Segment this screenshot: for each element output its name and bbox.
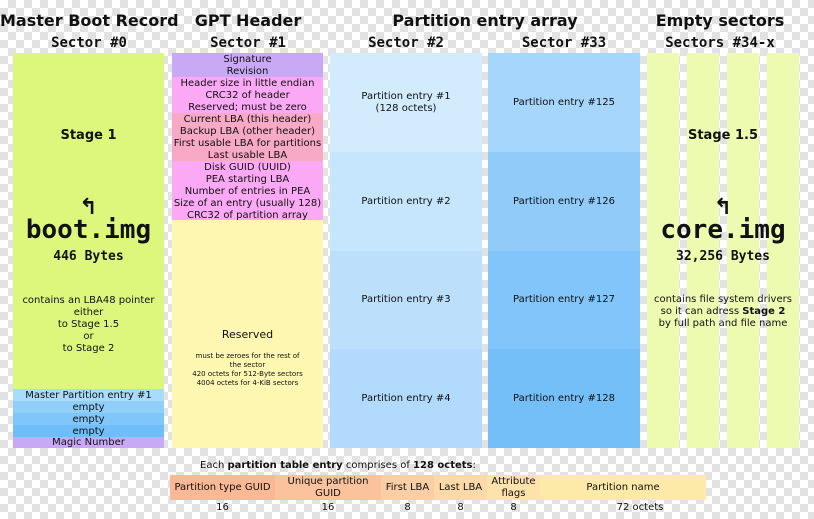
empty-sector-strip bbox=[727, 53, 759, 448]
pea-sector-2: Sector #2 bbox=[368, 35, 444, 51]
field-first-lba: First LBA bbox=[381, 475, 434, 500]
pea-entry-3: Partition entry #3 bbox=[330, 251, 482, 349]
gpt-reserved-note-line: 420 octets for 512-Byte sectors bbox=[192, 370, 303, 378]
field-partition-type-guid: Partition type GUID bbox=[170, 475, 275, 500]
gpt-header-field: Header size in little endian bbox=[172, 77, 323, 89]
gpt-header-field: CRC32 of header bbox=[172, 89, 323, 101]
gpt-header-field: Last usable LBA bbox=[172, 149, 323, 161]
empty-sector-strip bbox=[767, 53, 799, 448]
pea-entry-sub: (128 octets) bbox=[375, 102, 437, 114]
empty-stage-label: Stage 1.5 bbox=[687, 128, 759, 143]
return-arrow-icon: ↰ bbox=[713, 195, 733, 220]
mbr-sector: Sector #0 bbox=[51, 35, 127, 51]
empty-sectors-column: Stage 1.5 ↰ core.img 32,256 Bytes contai… bbox=[647, 53, 799, 448]
gpt-sector: Sector #1 bbox=[210, 35, 286, 51]
empty-sector-strip bbox=[687, 53, 719, 448]
mbr-desc-line: to Stage 1.5 bbox=[57, 319, 120, 330]
mbr-partition-entry-3: empty bbox=[13, 413, 164, 425]
field-unique-partition-guid: Unique partition GUID bbox=[275, 475, 381, 500]
mbr-desc-line: contains an LBA48 pointer bbox=[22, 295, 155, 306]
gpt-header-field: Number of entries in PEA bbox=[172, 185, 323, 197]
empty-desc: contains file system drivers so it can a… bbox=[641, 294, 805, 330]
caption-mid: comprises of bbox=[342, 460, 414, 471]
gpt-reserved-note-line: 4004 octets for 4-KiB sectors bbox=[196, 379, 299, 387]
mbr-partition-entry-4: empty bbox=[13, 425, 164, 437]
caption-bold-1: partition table entry bbox=[227, 460, 343, 471]
pea-entry-125: Partition entry #125 bbox=[488, 53, 640, 152]
gpt-header-field: Backup LBA (other header) bbox=[172, 125, 323, 137]
gpt-column: Signature Revision Header size in little e… bbox=[172, 53, 323, 448]
field-last-lba: Last LBA bbox=[434, 475, 487, 500]
empty-desc-line: by full path and file name bbox=[658, 318, 788, 329]
empty-image-name: core.img bbox=[660, 215, 786, 245]
caption-post: : bbox=[472, 460, 476, 471]
empty-bytes: 32,256 Bytes bbox=[676, 249, 770, 264]
mbr-desc-line: either bbox=[73, 307, 104, 318]
size-first-lba: 8 bbox=[404, 502, 411, 513]
mbr-bootcode-block bbox=[13, 53, 164, 389]
empty-sector-strip bbox=[647, 53, 679, 448]
size-attribute-flags: 8 bbox=[510, 502, 517, 513]
gpt-header-field: Reserved; must be zero bbox=[172, 101, 323, 113]
pea-entry-127: Partition entry #127 bbox=[488, 251, 640, 349]
empty-title: Empty sectors bbox=[655, 11, 785, 30]
gpt-header-field: Signature bbox=[172, 53, 323, 65]
mbr-desc-line: to Stage 2 bbox=[62, 343, 115, 354]
pea-entry-4: Partition entry #4 bbox=[330, 349, 482, 448]
mbr-desc: contains an LBA48 pointer either to Stag… bbox=[13, 295, 164, 355]
mbr-image-name: boot.img bbox=[25, 215, 152, 245]
caption-bold-2: 128 octets bbox=[413, 460, 473, 471]
gpt-header-field: PEA starting LBA bbox=[172, 173, 323, 185]
size-unique-partition-guid: 16 bbox=[321, 502, 335, 513]
pea-entry-1: Partition entry #1 (128 octets) bbox=[330, 53, 482, 152]
gpt-title: GPT Header bbox=[194, 11, 302, 30]
gpt-reserved-block bbox=[172, 220, 323, 448]
gpt-header-field: Disk GUID (UUID) bbox=[172, 161, 323, 173]
field-partition-name: Partition name bbox=[540, 475, 706, 500]
gpt-reserved-note-line: the sector bbox=[229, 361, 266, 369]
size-last-lba: 8 bbox=[457, 502, 464, 513]
mbr-partition-entry-1: Master Partition entry #1 bbox=[13, 389, 164, 401]
gpt-header-field: CRC32 of partition array bbox=[172, 209, 323, 221]
empty-desc-line: so it can adress Stage 2 bbox=[641, 306, 805, 318]
pea-entry-2: Partition entry #2 bbox=[330, 152, 482, 251]
mbr-title: Master Boot Record bbox=[0, 11, 179, 30]
gpt-header-field: Current LBA (this header) bbox=[172, 113, 323, 125]
caption-pre: Each bbox=[200, 460, 228, 471]
return-arrow-icon: ↰ bbox=[79, 195, 98, 220]
pea-entry-128: Partition entry #128 bbox=[488, 349, 640, 448]
gpt-reserved-note: must be zeroes for the rest of the secto… bbox=[172, 352, 323, 388]
gpt-header-field: Revision bbox=[172, 65, 323, 77]
gpt-header-field: First usable LBA for partitions bbox=[172, 137, 323, 149]
pea-title: Partition entry array bbox=[392, 11, 578, 30]
empty-sector: Sectors #34-x bbox=[665, 35, 775, 51]
field-attribute-flags: Attribute flags bbox=[487, 475, 540, 500]
pea-sector-33: Sector #33 bbox=[521, 35, 607, 51]
empty-desc-line: contains file system drivers bbox=[654, 294, 792, 305]
size-partition-name: 72 octets bbox=[616, 502, 664, 513]
size-partition-type-guid: 16 bbox=[216, 502, 229, 513]
mbr-column: Stage 1 ↰ boot.img 446 Bytes contains an… bbox=[13, 53, 164, 448]
pea-entry-label: Partition entry #1 bbox=[361, 90, 451, 102]
empty-desc-pre: so it can adress bbox=[660, 306, 743, 317]
mbr-bytes: 446 Bytes bbox=[53, 249, 124, 264]
gpt-reserved-note-line: must be zeroes for the rest of bbox=[195, 352, 300, 360]
empty-desc-bold: Stage 2 bbox=[742, 306, 786, 317]
mbr-desc-line: or bbox=[83, 331, 94, 342]
mbr-stage-label: Stage 1 bbox=[60, 128, 117, 143]
gpt-reserved-label: Reserved bbox=[221, 328, 274, 341]
gpt-header-field: Size of an entry (usually 128) bbox=[172, 197, 323, 209]
pea-entry-126: Partition entry #126 bbox=[488, 152, 640, 251]
mbr-partition-entry-2: empty bbox=[13, 401, 164, 413]
mbr-magic-number: Magic Number bbox=[13, 437, 164, 448]
entry-table-caption: Each partition table entry comprises of … bbox=[200, 460, 476, 471]
